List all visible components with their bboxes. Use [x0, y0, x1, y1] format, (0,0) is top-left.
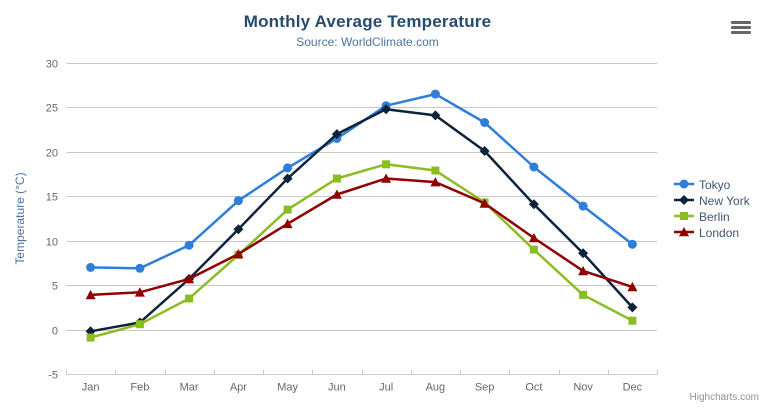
y-axis-label: 30 [46, 59, 58, 71]
legend-marker [680, 211, 688, 220]
series-london [85, 173, 638, 300]
y-axis-label: -5 [48, 370, 58, 382]
triangle-marker-icon [674, 226, 694, 241]
hamburger-menu-icon [731, 20, 751, 24]
x-axis-label-jan: Jan [82, 382, 100, 394]
legend-label-new-york: New York [699, 194, 750, 208]
legend-item-new-york[interactable]: New York [674, 193, 750, 209]
data-point[interactable] [233, 196, 243, 206]
data-point[interactable] [381, 104, 392, 115]
data-point[interactable] [233, 249, 244, 259]
data-point[interactable] [135, 320, 144, 329]
data-point[interactable] [627, 281, 638, 292]
chart-context-menu-button[interactable] [729, 17, 755, 37]
legend-marker [679, 226, 689, 236]
chart-legend: Tokyo New York Berlin London [674, 177, 750, 241]
data-point[interactable] [86, 333, 95, 342]
data-point[interactable] [184, 273, 195, 284]
data-point[interactable] [184, 240, 194, 250]
legend-item-tokyo[interactable]: Tokyo [674, 177, 750, 193]
legend-symbol [674, 194, 694, 205]
y-axis-title: Temperature (°C) [13, 172, 27, 264]
data-point[interactable] [135, 263, 145, 273]
data-point[interactable] [86, 262, 96, 272]
data-point[interactable] [578, 201, 588, 211]
hamburger-menu-icon [731, 25, 751, 29]
data-point[interactable] [578, 248, 589, 259]
legend-symbol [674, 211, 694, 220]
series-line-tokyo [90, 92, 634, 270]
data-point[interactable] [627, 302, 638, 313]
data-point[interactable] [381, 173, 392, 183]
x-axis-label-may: May [277, 382, 298, 394]
data-point[interactable] [430, 89, 440, 99]
x-axis-label-nov: Nov [573, 382, 593, 394]
legend-label-berlin: Berlin [699, 210, 730, 224]
x-axis-label-feb: Feb [130, 382, 149, 394]
data-point[interactable] [528, 233, 539, 243]
y-axis-label: 15 [46, 192, 58, 204]
diamond-marker-icon [674, 194, 694, 209]
data-point[interactable] [578, 265, 589, 276]
data-point[interactable] [480, 118, 490, 127]
legend-label-tokyo: Tokyo [699, 178, 731, 192]
x-axis-label-dec: Dec [623, 382, 643, 394]
x-axis-label-mar: Mar [180, 382, 199, 394]
data-point[interactable] [579, 290, 588, 299]
series-line-new-york [90, 107, 634, 333]
data-point[interactable] [233, 224, 244, 235]
hamburger-menu-icon [731, 30, 751, 34]
legend-symbol [674, 226, 694, 236]
data-point[interactable] [185, 294, 194, 303]
data-point[interactable] [282, 173, 293, 184]
y-axis-label: 10 [46, 237, 58, 249]
data-point[interactable] [431, 166, 440, 175]
y-axis-label: 0 [52, 326, 58, 338]
highcharts-credits-link[interactable]: Highcharts.com [689, 392, 759, 403]
legend-item-berlin[interactable]: Berlin [674, 209, 750, 225]
series-line-london [90, 177, 633, 297]
y-axis-label: 5 [52, 281, 58, 293]
data-point[interactable] [331, 129, 342, 140]
data-point[interactable] [628, 316, 637, 325]
data-point[interactable] [430, 110, 441, 121]
legend-label-london: London [699, 226, 740, 240]
y-axis-label: 20 [46, 148, 58, 160]
data-point[interactable] [430, 177, 441, 187]
data-point[interactable] [627, 239, 637, 249]
data-point[interactable] [283, 205, 292, 214]
x-axis-label-aug: Aug [426, 382, 446, 394]
chart-title: Monthly Average Temperature [243, 12, 492, 31]
legend-marker [679, 179, 689, 188]
series-line-berlin [90, 163, 633, 339]
data-point[interactable] [331, 189, 342, 199]
data-point[interactable] [283, 163, 293, 173]
data-point[interactable] [479, 198, 490, 208]
x-axis-label-jul: Jul [379, 382, 393, 394]
x-axis-label-oct: Oct [525, 382, 542, 394]
data-point[interactable] [529, 245, 538, 254]
series-new-york [85, 104, 638, 337]
y-axis-label: 25 [46, 103, 58, 115]
chart-subtitle: Source: WorldClimate.com [296, 35, 439, 49]
data-point[interactable] [479, 146, 490, 156]
series-tokyo [86, 89, 637, 273]
circle-marker-icon [674, 178, 694, 193]
x-axis-label-apr: Apr [230, 382, 247, 394]
legend-symbol [674, 179, 694, 188]
data-point[interactable] [282, 218, 293, 229]
legend-marker [679, 194, 689, 205]
data-point[interactable] [134, 287, 145, 297]
data-point[interactable] [85, 289, 96, 300]
data-point[interactable] [528, 199, 539, 210]
data-point[interactable] [382, 160, 391, 169]
x-axis-label-jun: Jun [328, 382, 346, 394]
square-marker-icon [674, 210, 694, 225]
data-point[interactable] [332, 174, 341, 183]
x-axis-label-sep: Sep [475, 382, 495, 394]
legend-item-london[interactable]: London [674, 225, 750, 241]
data-point[interactable] [529, 162, 539, 172]
